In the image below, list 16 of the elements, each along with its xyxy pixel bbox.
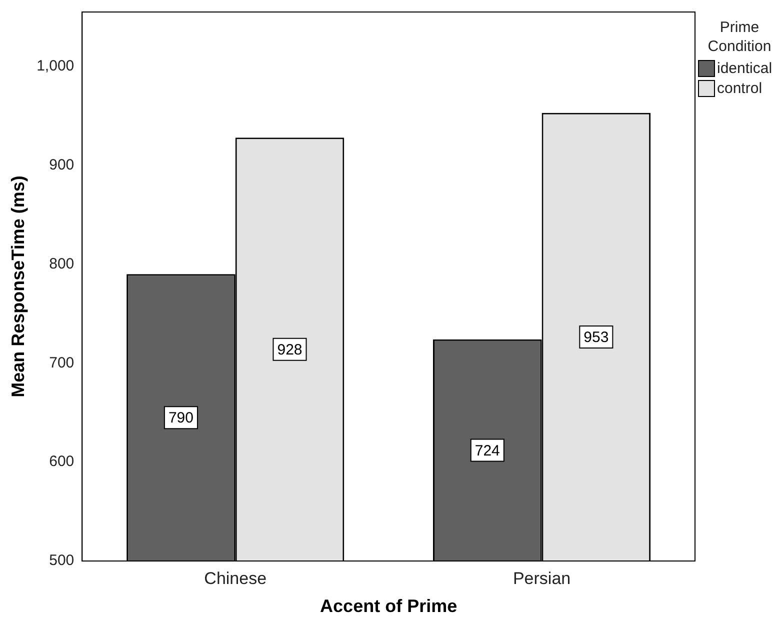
- data-label: 724: [474, 442, 500, 460]
- x-tick-label: Persian: [512, 568, 571, 588]
- y-tick-label: 800: [49, 255, 74, 272]
- y-tick-label: 600: [49, 453, 74, 470]
- legend-label: identical: [717, 60, 772, 77]
- data-label: 953: [584, 329, 609, 346]
- y-tick-label: 700: [49, 354, 74, 372]
- x-axis-title: Accent of Prime: [320, 596, 458, 616]
- y-tick-label: 500: [49, 552, 74, 570]
- y-tick-label: 1,000: [36, 58, 74, 75]
- data-label: 928: [277, 341, 302, 358]
- y-tick-label: 900: [49, 156, 74, 174]
- data-label: 790: [168, 410, 194, 427]
- x-tick-label: Chinese: [204, 568, 267, 588]
- legend-label: control: [717, 80, 762, 97]
- y-axis-title: Mean ResponseTime (ms): [8, 176, 28, 398]
